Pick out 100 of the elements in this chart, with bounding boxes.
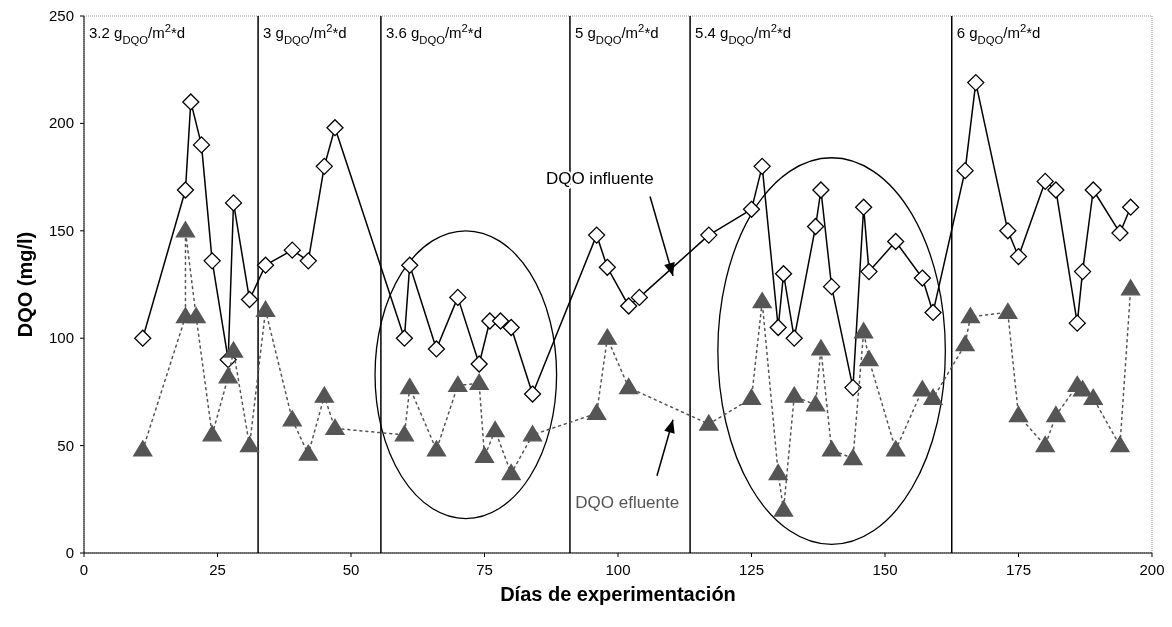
point — [811, 339, 831, 356]
point — [955, 334, 975, 352]
point — [218, 367, 238, 384]
point — [523, 385, 542, 403]
point — [449, 288, 467, 307]
point — [887, 232, 905, 251]
x-tick-label: 25 — [209, 561, 226, 578]
point — [620, 297, 638, 315]
y-tick-label: 100 — [48, 329, 74, 347]
point — [967, 73, 985, 92]
point — [844, 378, 862, 397]
point — [485, 420, 505, 438]
point — [176, 181, 195, 199]
point — [240, 290, 259, 309]
point — [1110, 435, 1130, 453]
point — [469, 373, 489, 390]
point — [741, 388, 762, 405]
point — [1120, 279, 1141, 296]
point — [1009, 247, 1028, 266]
point — [299, 252, 317, 270]
point — [630, 288, 649, 307]
point — [400, 377, 420, 395]
point — [768, 463, 788, 481]
y-tick-label: 150 — [48, 221, 74, 239]
point — [1073, 262, 1092, 281]
point — [256, 256, 275, 274]
point — [587, 226, 606, 244]
point — [597, 328, 617, 345]
x-tick-label: 200 — [1139, 561, 1165, 578]
point — [501, 463, 521, 481]
point — [1121, 198, 1140, 216]
point — [960, 307, 981, 324]
point — [1008, 405, 1029, 423]
point — [426, 440, 447, 457]
point — [923, 388, 943, 405]
point — [326, 119, 344, 137]
y-tick-label: 50 — [57, 436, 74, 454]
point — [1047, 181, 1065, 199]
point — [283, 241, 301, 259]
y-tick-label: 200 — [48, 114, 74, 132]
point — [1068, 314, 1086, 332]
x-axis-title: Días de experimentación — [500, 583, 736, 605]
point — [255, 300, 276, 317]
point — [774, 265, 793, 283]
point — [773, 500, 794, 517]
point — [325, 418, 345, 436]
point — [1083, 388, 1103, 405]
y-tick-label: 250 — [48, 7, 74, 24]
point — [470, 355, 488, 373]
point — [448, 375, 468, 393]
point — [752, 292, 772, 309]
x-tick-label: 100 — [605, 561, 631, 578]
point — [175, 221, 196, 238]
ref-line-label: 3 g$_{DQO}$/m$^{2}$*d — [263, 22, 347, 46]
point — [192, 136, 211, 154]
point — [785, 329, 803, 347]
point — [784, 386, 804, 403]
point — [224, 194, 243, 212]
point — [854, 198, 873, 216]
point — [315, 157, 333, 176]
point — [806, 217, 825, 236]
point — [956, 162, 974, 180]
point — [822, 278, 841, 296]
ref-line-label: 6 g$_{DQO}$/m$^{2}$*d — [956, 22, 1041, 46]
point — [502, 318, 520, 337]
point — [1084, 181, 1102, 199]
point — [912, 380, 933, 397]
y-tick-label: 0 — [65, 544, 74, 561]
point — [598, 258, 616, 276]
point — [924, 303, 942, 322]
point — [805, 395, 826, 412]
point — [843, 448, 863, 466]
point — [314, 386, 334, 403]
x-tick-label: 50 — [342, 561, 360, 578]
point — [699, 414, 719, 431]
x-tick-label: 75 — [476, 561, 493, 578]
point — [186, 307, 206, 324]
point — [586, 403, 607, 421]
point — [298, 444, 318, 461]
point — [427, 340, 446, 358]
point — [239, 435, 260, 453]
point — [182, 93, 200, 111]
point — [700, 226, 718, 244]
point — [1036, 172, 1054, 191]
point — [491, 312, 510, 330]
x-tick-label: 150 — [872, 561, 898, 578]
point — [223, 341, 244, 358]
point — [1072, 380, 1093, 397]
point — [753, 157, 771, 176]
point — [395, 329, 414, 347]
point — [1046, 405, 1066, 423]
point — [998, 302, 1018, 320]
text: DQO efluente — [575, 492, 680, 512]
point — [812, 181, 830, 199]
point — [394, 425, 415, 442]
point — [134, 329, 152, 347]
point — [999, 222, 1017, 240]
point — [619, 377, 639, 395]
point — [769, 318, 787, 337]
point — [742, 200, 761, 218]
